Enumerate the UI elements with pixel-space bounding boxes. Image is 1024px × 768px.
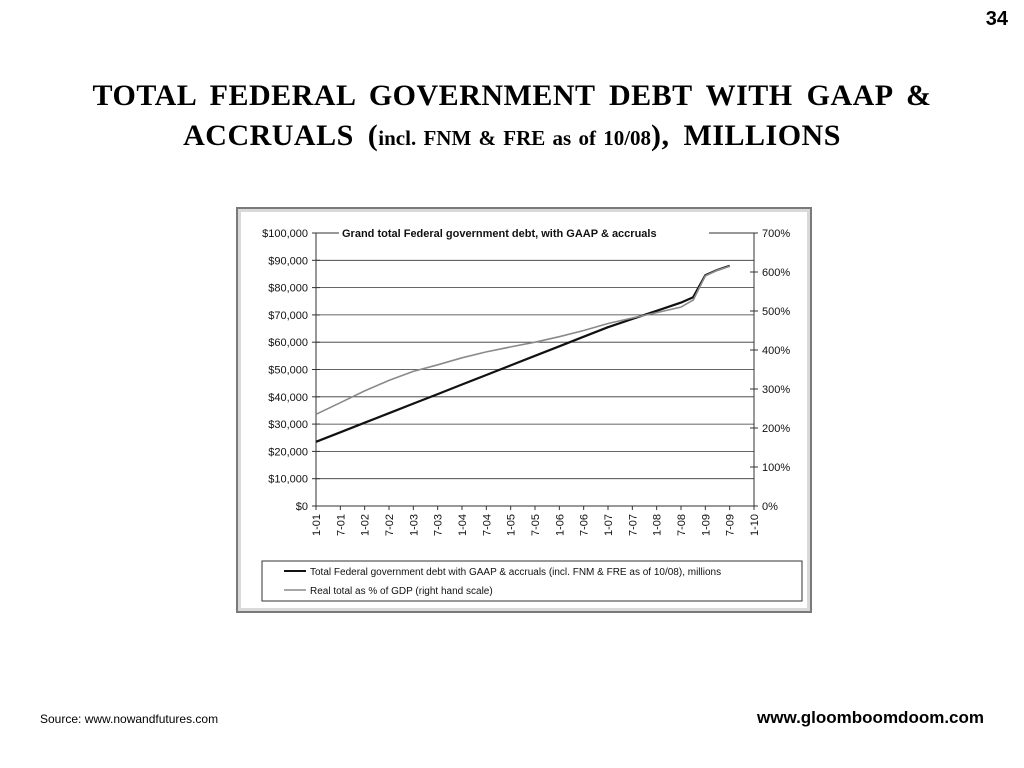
debt-chart: $0 $10,000 $20,000 $30,000 $40,000 $50,000 $60…	[261, 225, 803, 602]
y-tick-label: $50,000	[268, 365, 308, 377]
y-tick-label: $100,000	[262, 228, 308, 240]
y2-tick-label: 700%	[762, 228, 790, 240]
y2-tick-label: 500%	[762, 306, 790, 318]
page-title: TOTAL FEDERAL GOVERNMENT DEBT WITH GAAP …	[40, 76, 984, 158]
page-title-main: TOTAL FEDERAL GOVERNMENT DEBT WITH GAAP …	[92, 79, 932, 152]
x-tick-label: 7-01	[335, 514, 347, 536]
y-tick-label: $80,000	[268, 283, 308, 295]
legend-label: Real total as % of GDP (right hand scale…	[310, 586, 493, 597]
site-url: www.gloomboomdoom.com	[757, 708, 984, 727]
debt-series-line	[315, 264, 731, 443]
y2-tick-label: 200%	[762, 423, 790, 435]
page-title-sub: incl. FNM & FRE as of 10/08	[378, 126, 652, 150]
x-tick-label: 7-07	[627, 514, 639, 536]
y2-tick-label: 600%	[762, 267, 790, 279]
chart-frame: $0 $10,000 $20,000 $30,000 $40,000 $50,000 $60…	[236, 207, 812, 613]
legend-label: Total Federal government debt with GAAP …	[310, 567, 721, 578]
x-tick-label: 7-08	[676, 514, 688, 536]
x-tick-label: 7-02	[384, 514, 396, 536]
x-tick-label: 7-03	[433, 514, 445, 536]
y2-tick-label: 400%	[762, 345, 790, 357]
x-tick-label: 1-09	[700, 514, 712, 536]
x-tick-label: 7-04	[481, 514, 493, 536]
x-tick-label: 1-07	[603, 514, 615, 536]
y-tick-label: $90,000	[268, 255, 308, 267]
y-tick-label: $70,000	[268, 310, 308, 322]
page-number: 34	[985, 8, 1008, 30]
y-tick-label: $20,000	[268, 446, 308, 458]
legend-box	[261, 560, 803, 602]
x-tick-label: 7-05	[530, 514, 542, 536]
x-tick-label: 1-08	[652, 514, 664, 536]
y2-tick-label: 300%	[762, 384, 790, 396]
y2-tick-label: 100%	[762, 462, 790, 474]
x-tick-label: 7-06	[579, 514, 591, 536]
y-tick-label: $30,000	[268, 419, 308, 431]
x-tick-label: 1-06	[554, 514, 566, 536]
source-text: Source: www.nowandfutures.com	[40, 712, 219, 726]
y2-tick-label: 0%	[762, 501, 778, 513]
x-tick-label: 1-03	[408, 514, 420, 536]
x-tick-label: 1-01	[311, 514, 323, 536]
x-tick-label: 1-10	[749, 514, 761, 536]
y-tick-label: $10,000	[268, 474, 308, 486]
chart-title: Grand total Federal government debt, wit…	[342, 228, 657, 240]
y-tick-label: $40,000	[268, 392, 308, 404]
x-tick-label: 7-09	[725, 514, 737, 536]
page-title-end: ), MILLIONS	[651, 119, 841, 152]
x-tick-label: 1-05	[506, 514, 518, 536]
chart-title-bg	[339, 225, 709, 239]
x-tick-label: 1-02	[360, 514, 372, 536]
gdp-ratio-series-line	[315, 265, 730, 416]
y-tick-label: $60,000	[268, 337, 308, 349]
y-tick-label: $0	[296, 501, 308, 513]
x-tick-label: 1-04	[457, 514, 469, 536]
